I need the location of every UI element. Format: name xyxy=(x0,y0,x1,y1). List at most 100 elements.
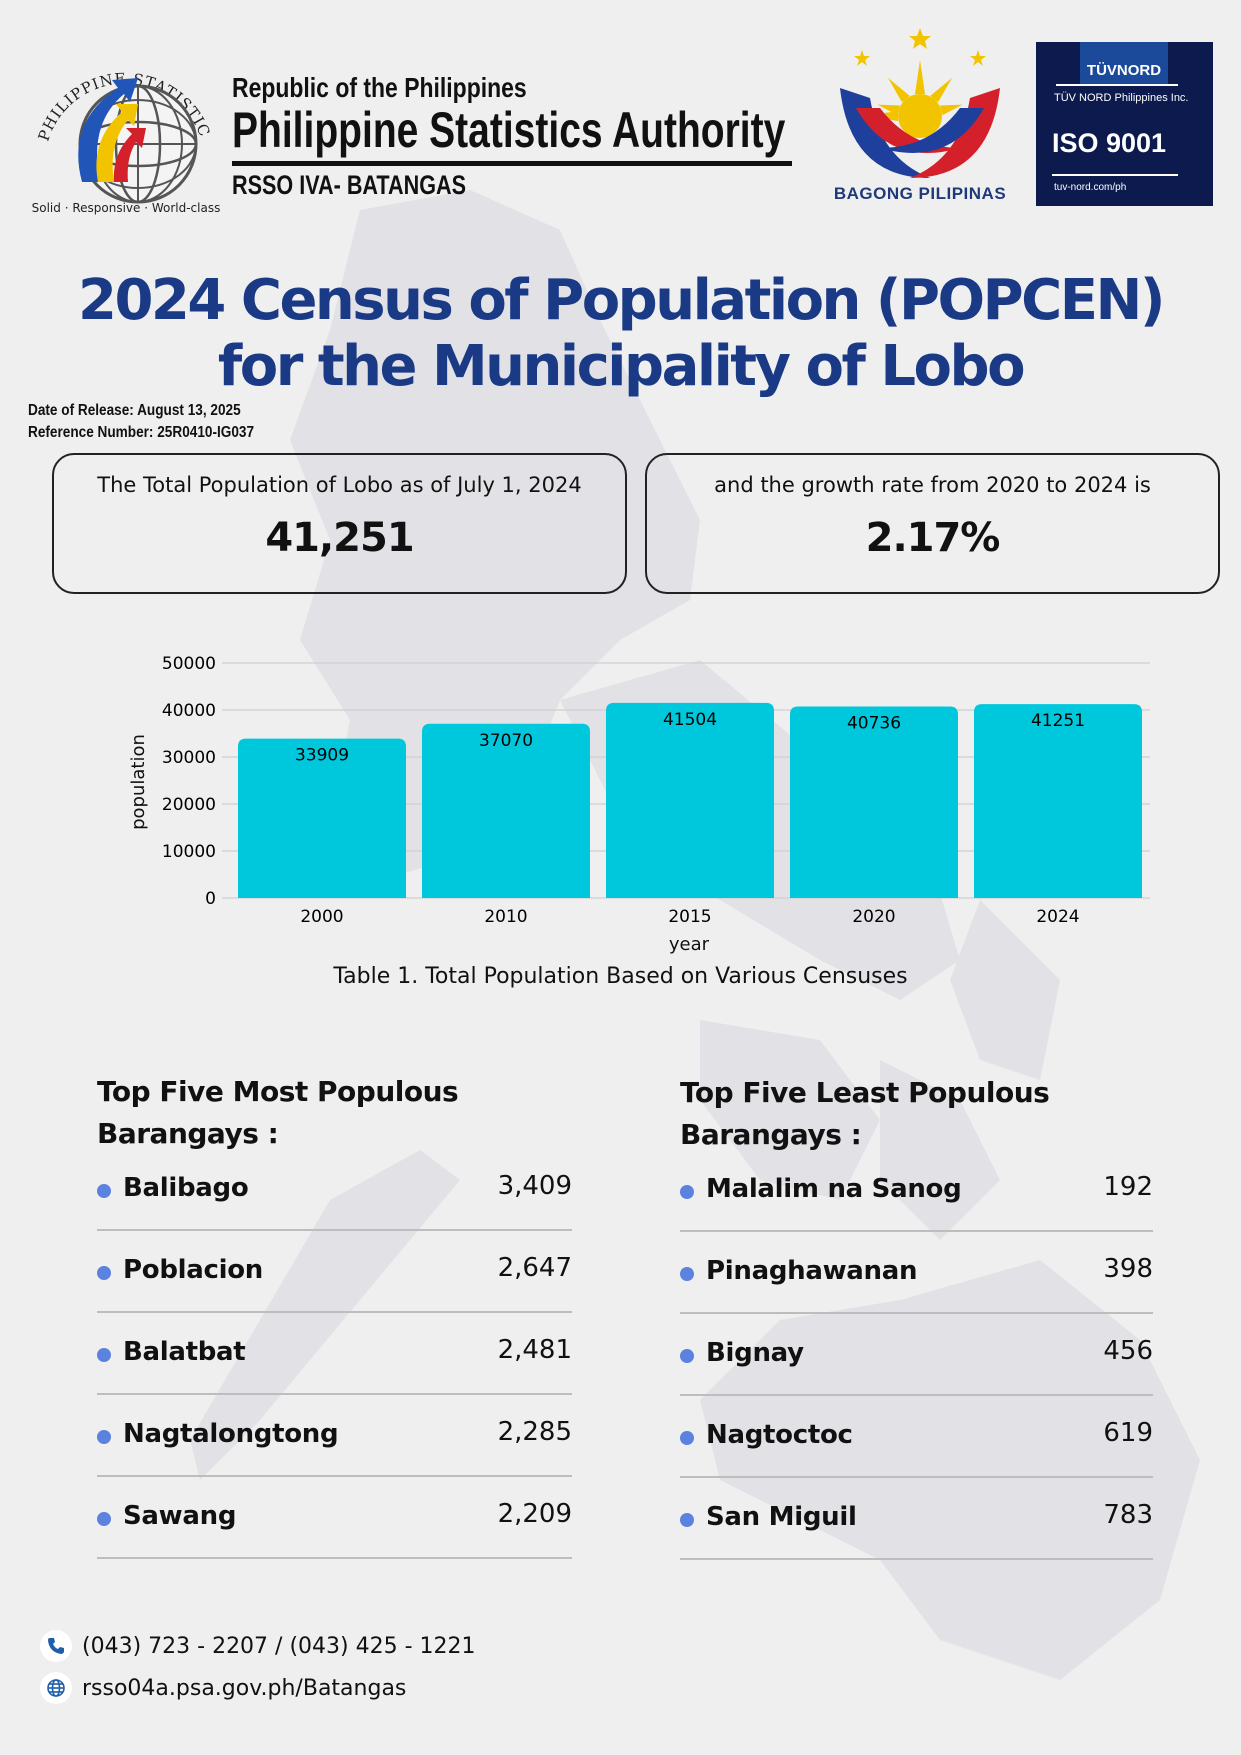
y-axis-label: population xyxy=(128,734,149,830)
x-tick-label: 2015 xyxy=(668,907,711,927)
most-populous-title-line-2: Barangays : xyxy=(97,1117,279,1150)
least-populous-title: Top Five Least Populous Barangays : xyxy=(680,1072,1050,1156)
least-populous-title-line-1: Top Five Least Populous xyxy=(680,1076,1050,1109)
list-item: Balatbat 2,481 xyxy=(97,1313,572,1395)
tuv-iso-badge: TÜVNORD TÜV NORD Philippines Inc. ISO 90… xyxy=(1036,42,1213,206)
bar-2015 xyxy=(606,702,774,898)
office-heading: RSSO IVA- BATANGAS xyxy=(232,169,467,200)
growth-rate-label: and the growth rate from 2020 to 2024 is xyxy=(714,473,1151,497)
total-population-box: The Total Population of Lobo as of July … xyxy=(52,453,627,594)
bullet-icon xyxy=(680,1185,694,1199)
list-item: Balibago 3,409 xyxy=(97,1149,572,1231)
list-item: Malalim na Sanog 192 xyxy=(680,1150,1153,1232)
republic-heading: Republic of the Philippines xyxy=(232,72,527,103)
page-title: 2024 Census of Population (POPCEN) for t… xyxy=(0,268,1241,400)
bar-2010 xyxy=(422,723,590,898)
tuv-divider xyxy=(1052,174,1178,176)
title-line-2: for the Municipality of Lobo xyxy=(217,334,1026,399)
barangay-population: 398 xyxy=(1103,1254,1153,1284)
bullet-icon xyxy=(97,1348,111,1362)
bagong-pilipinas-emblem xyxy=(840,28,1000,178)
list-item: Nagtalongtong 2,285 xyxy=(97,1395,572,1477)
y-tick-label: 40000 xyxy=(162,701,216,721)
tuv-url: tuv-nord.com/ph xyxy=(1054,182,1127,193)
data-label: 41251 xyxy=(1031,711,1085,731)
bullet-icon xyxy=(97,1512,111,1526)
tuv-company: TÜV NORD Philippines Inc. xyxy=(1054,92,1189,104)
most-populous-title: Top Five Most Populous Barangays : xyxy=(97,1071,459,1155)
release-date: Date of Release: August 13, 2025 xyxy=(28,402,241,419)
bar-2020 xyxy=(790,706,958,898)
most-populous-list: Balibago 3,409 Poblacion 2,647 Balatbat 2,481… xyxy=(97,1149,572,1559)
barangay-name: Nagtalongtong xyxy=(123,1419,339,1449)
x-tick-label: 2024 xyxy=(1036,907,1079,927)
bar-2000 xyxy=(238,738,406,898)
bullet-icon xyxy=(680,1267,694,1281)
tuv-brand: TÜVNORD xyxy=(1080,42,1168,84)
bullet-icon xyxy=(97,1430,111,1444)
population-bar-chart: 0 10000 20000 30000 40000 50000 33909 2000 37070… xyxy=(128,654,1150,955)
bullet-icon xyxy=(680,1349,694,1363)
tuv-iso-label: ISO 9001 xyxy=(1052,128,1167,158)
x-tick-label: 2020 xyxy=(852,907,895,927)
barangay-name: Bignay xyxy=(706,1338,804,1368)
y-tick-label: 30000 xyxy=(162,748,216,768)
barangay-name: Poblacion xyxy=(123,1255,263,1285)
phone-contact: (043) 723 - 2207 / (043) 425 - 1221 xyxy=(40,1630,476,1662)
growth-rate-box: and the growth rate from 2020 to 2024 is… xyxy=(645,453,1220,594)
total-population-label: The Total Population of Lobo as of July … xyxy=(97,473,582,497)
barangay-name: Balatbat xyxy=(123,1337,246,1367)
title-line-1: 2024 Census of Population (POPCEN) xyxy=(77,268,1166,333)
barangay-name: Nagtoctoc xyxy=(706,1420,853,1450)
list-item: Nagtoctoc 619 xyxy=(680,1396,1153,1478)
website-link[interactable]: rsso04a.psa.gov.ph/Batangas xyxy=(82,1675,407,1701)
barangay-population: 3,409 xyxy=(497,1171,572,1201)
least-populous-list: Malalim na Sanog 192 Pinaghawanan 398 Bignay… xyxy=(680,1150,1153,1560)
barangay-population: 456 xyxy=(1103,1336,1153,1366)
most-populous-title-line-1: Top Five Most Populous xyxy=(97,1075,459,1108)
barangay-name: San Miguil xyxy=(706,1502,857,1532)
seal-text-bottom: Solid · Responsive · World-class xyxy=(32,201,221,215)
reference-number: Reference Number: 25R0410-IG037 xyxy=(28,424,255,441)
bullet-icon xyxy=(97,1184,111,1198)
bagong-pilipinas-label: BAGONG PILIPINAS xyxy=(833,184,1007,203)
barangay-population: 2,481 xyxy=(497,1335,572,1365)
barangay-name: Balibago xyxy=(123,1173,249,1203)
bullet-icon xyxy=(680,1431,694,1445)
least-populous-title-line-2: Barangays : xyxy=(680,1118,862,1151)
y-tick-label: 20000 xyxy=(162,795,216,815)
total-population-value: 41,251 xyxy=(265,515,414,561)
header-text-block: Republic of the Philippines Philippine S… xyxy=(232,74,792,199)
list-item: Bignay 456 xyxy=(680,1314,1153,1396)
header-divider xyxy=(232,160,792,166)
agency-heading: Philippine Statistics Authority xyxy=(232,102,786,158)
data-label: 41504 xyxy=(663,710,717,730)
barangay-population: 619 xyxy=(1103,1418,1153,1448)
data-label: 40736 xyxy=(847,714,901,734)
barangay-name: Pinaghawanan xyxy=(706,1256,918,1286)
list-item: San Miguil 783 xyxy=(680,1478,1153,1560)
barangay-population: 2,285 xyxy=(497,1417,572,1447)
list-item: Poblacion 2,647 xyxy=(97,1231,572,1313)
tuv-divider xyxy=(1056,84,1178,86)
website-contact[interactable]: rsso04a.psa.gov.ph/Batangas xyxy=(40,1672,406,1704)
bullet-icon xyxy=(680,1513,694,1527)
y-tick-label: 10000 xyxy=(162,842,216,862)
bullet-icon xyxy=(97,1266,111,1280)
data-label: 33909 xyxy=(295,746,349,766)
x-axis-label: year xyxy=(669,934,710,955)
list-item: Pinaghawanan 398 xyxy=(680,1232,1153,1314)
data-label: 37070 xyxy=(479,731,533,751)
barangay-name: Malalim na Sanog xyxy=(706,1174,962,1204)
barangay-population: 192 xyxy=(1103,1172,1153,1202)
x-tick-label: 2010 xyxy=(484,907,527,927)
barangay-population: 2,647 xyxy=(497,1253,572,1283)
list-item: Sawang 2,209 xyxy=(97,1477,572,1559)
release-info: Date of Release: August 13, 2025 Referen… xyxy=(28,400,294,444)
x-tick-label: 2000 xyxy=(300,907,343,927)
growth-rate-value: 2.17% xyxy=(865,515,1001,561)
barangay-population: 783 xyxy=(1103,1500,1153,1530)
phone-number: (043) 723 - 2207 / (043) 425 - 1221 xyxy=(82,1633,476,1659)
